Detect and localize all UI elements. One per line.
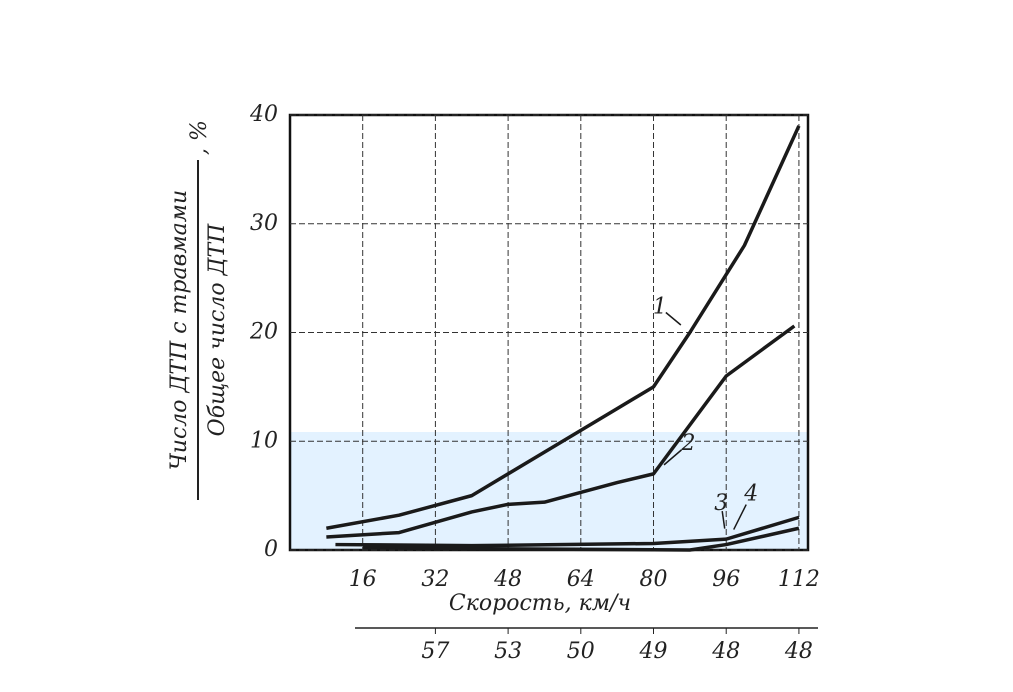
leader-line: [733, 504, 747, 530]
y-label-numerator: Число ДТП с травмами: [167, 190, 192, 470]
x-tick-label: 64: [567, 567, 595, 592]
secondary-tick-label: 49: [639, 639, 668, 664]
y-label-denominator: Общее число ДТП: [205, 223, 230, 436]
series-line: [335, 515, 800, 548]
secondary-tick-label: 48: [784, 639, 813, 664]
series-line: [326, 324, 796, 539]
x-tick-label: 48: [493, 567, 522, 592]
y-tick-label: 40: [249, 102, 278, 127]
series-label: 2: [681, 431, 696, 456]
series-label: 3: [714, 491, 728, 516]
leader-line: [665, 311, 682, 326]
y-tick-label: 20: [249, 320, 278, 345]
secondary-tick-label: 48: [711, 639, 740, 664]
leader-line: [663, 449, 682, 466]
shaded-region: [290, 432, 808, 550]
secondary-tick-label: 50: [567, 639, 595, 664]
x-tick-label: 80: [640, 567, 668, 592]
leader-line: [721, 511, 726, 529]
series-label: 4: [743, 482, 758, 507]
series-line: [326, 125, 801, 530]
x-tick-label: 112: [778, 567, 820, 592]
y-tick-label: 0: [264, 537, 278, 562]
secondary-tick-label: 57: [421, 639, 449, 664]
y-axis-label: Число ДТП с травмами Общее число ДТП , %: [167, 120, 230, 500]
x-axis-label: Скорость, км/ч: [449, 591, 631, 616]
x-tick-label: 96: [712, 567, 740, 592]
series-label: 1: [653, 295, 667, 320]
y-label-unit: , %: [187, 120, 212, 155]
x-tick-label: 16: [349, 567, 377, 592]
y-tick-label: 30: [250, 211, 278, 236]
series-line: [362, 526, 800, 552]
x-tick-label: 32: [421, 567, 449, 592]
secondary-tick-label: 53: [494, 639, 522, 664]
y-tick-label: 10: [250, 428, 278, 453]
